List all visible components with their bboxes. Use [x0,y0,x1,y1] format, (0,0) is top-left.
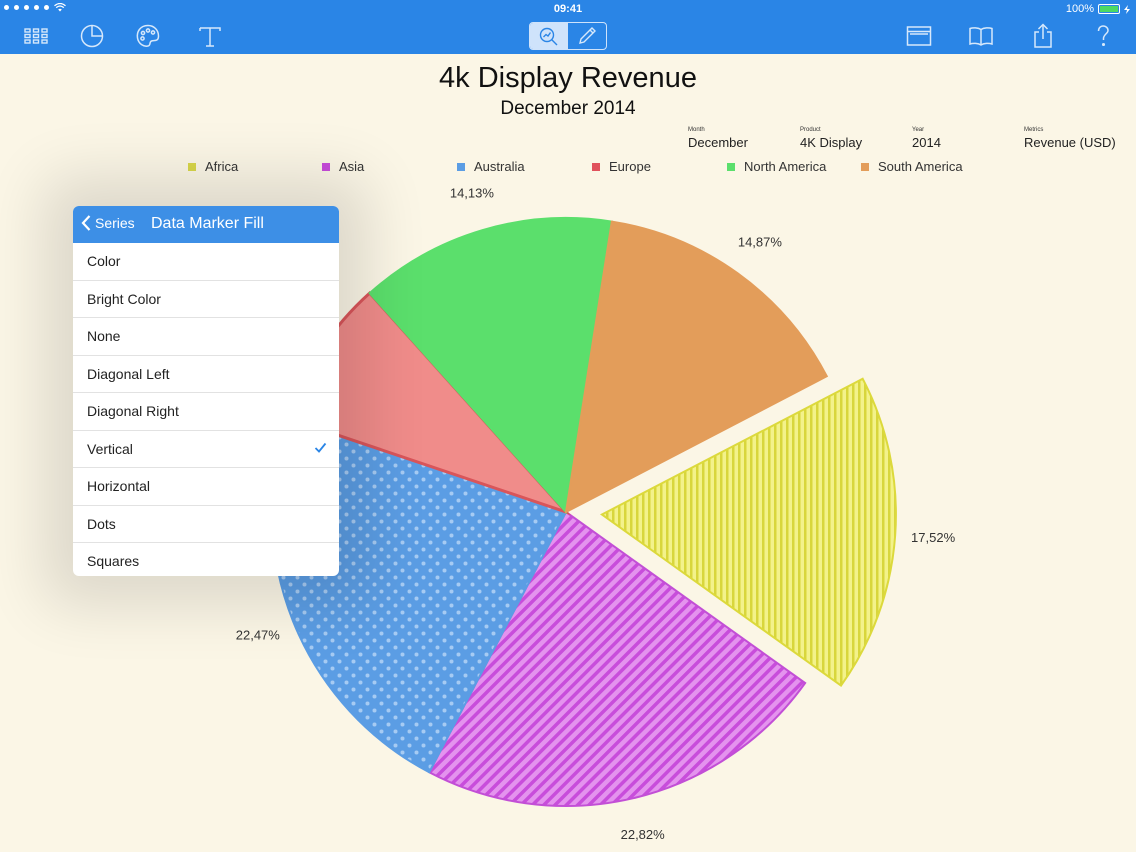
chart-magnify-icon[interactable] [530,23,568,49]
option-vertical[interactable]: Vertical [73,431,339,468]
legend-swatch [592,162,600,171]
option-label: Squares [87,553,140,569]
back-button[interactable]: Series [81,215,135,231]
option-none[interactable]: None [73,318,339,356]
data-marker-fill-popover: Series Data Marker Fill Color Bright Col… [73,206,339,576]
meta-value: 2014 [912,135,941,150]
meta-value: 4K Display [800,135,863,150]
chart-subtitle: December 2014 [500,98,636,119]
wifi-icon [54,3,66,12]
legend-item-europe[interactable]: Europe [592,159,651,174]
back-label: Series [95,215,135,231]
palette-icon[interactable] [134,22,162,50]
checkmark-icon [314,442,327,453]
legend-label: Australia [474,159,525,174]
legend-item-north-america[interactable]: North America [727,159,826,174]
popover-title: Data Marker Fill [151,215,264,232]
option-dots[interactable]: Dots [73,506,339,543]
legend-label: North America [744,159,827,174]
data-label: 22,82% [621,827,666,842]
book-icon[interactable] [967,22,995,50]
meta-value: December [688,135,748,150]
option-horizontal[interactable]: Horizontal [73,468,339,506]
chart-legend: Africa Asia Australia Europe North Ameri… [0,159,1136,177]
meta-label: Year [912,127,925,133]
option-color[interactable]: Color [73,243,339,281]
window-icon[interactable] [905,22,933,50]
data-label: 22,47% [236,627,281,642]
text-icon[interactable] [196,22,224,50]
status-bar: 09:41 100% [0,0,1136,18]
meta-month: Month December [688,127,748,150]
meta-label: Product [800,127,821,133]
option-squares[interactable]: Squares [73,543,339,576]
option-bright-color[interactable]: Bright Color [73,281,339,318]
help-icon[interactable] [1089,22,1117,50]
meta-product: Product 4K Display [800,127,862,150]
option-label: Bright Color [87,290,161,307]
legend-swatch [727,162,735,171]
pie-chart-icon[interactable] [78,22,106,50]
legend-item-south-america[interactable]: South America [861,159,963,174]
legend-swatch [188,162,196,171]
mode-segmented-control [529,22,607,50]
meta-value: Revenue (USD) [1024,135,1116,150]
legend-item-asia[interactable]: Asia [322,159,364,174]
legend-item-australia[interactable]: Australia [457,159,525,174]
option-label: Vertical [87,440,133,457]
signal-dots-icon [4,3,66,12]
legend-swatch [457,162,465,171]
legend-item-africa[interactable]: Africa [188,159,238,174]
legend-label: South America [878,159,963,174]
data-label: 14,87% [738,235,783,250]
toolbar [0,18,1136,54]
option-label: Diagonal Right [87,403,179,419]
meta-metrics: Metrics Revenue (USD) [1024,127,1116,150]
option-label: Color [87,253,121,269]
pie-slice-africa[interactable] [600,377,897,687]
chart-title: 4k Display Revenue [439,62,697,94]
charging-icon [1124,4,1130,14]
share-icon[interactable] [1029,22,1057,50]
option-label: Diagonal Left [87,365,170,382]
option-label: None [87,328,121,344]
legend-swatch [322,162,330,171]
status-time: 09:41 [553,3,583,15]
chevron-left-icon [81,215,91,231]
option-label: Horizontal [87,478,151,494]
option-diagonal-right[interactable]: Diagonal Right [73,393,339,431]
legend-label: Africa [205,159,239,174]
pie-slice-asia[interactable] [427,510,807,807]
data-label: 17,52% [911,530,956,545]
data-label: 14,13% [450,186,495,201]
pie-slice-south-america[interactable] [564,220,829,514]
pencil-icon[interactable] [568,23,606,49]
pie-slice-north-america[interactable] [368,217,613,515]
legend-label: Europe [609,159,651,174]
legend-swatch [861,162,869,171]
option-diagonal-left[interactable]: Diagonal Left [73,356,339,393]
legend-label: Asia [339,159,365,174]
battery-percent: 100% [1065,3,1094,15]
popover-header: Series Data Marker Fill [73,206,339,243]
meta-label: Metrics [1024,127,1044,133]
battery-icon [1098,4,1120,14]
meta-label: Month [688,127,705,133]
grid-icon[interactable] [22,22,50,50]
option-label: Dots [87,515,116,532]
meta-year: Year 2014 [912,127,941,150]
